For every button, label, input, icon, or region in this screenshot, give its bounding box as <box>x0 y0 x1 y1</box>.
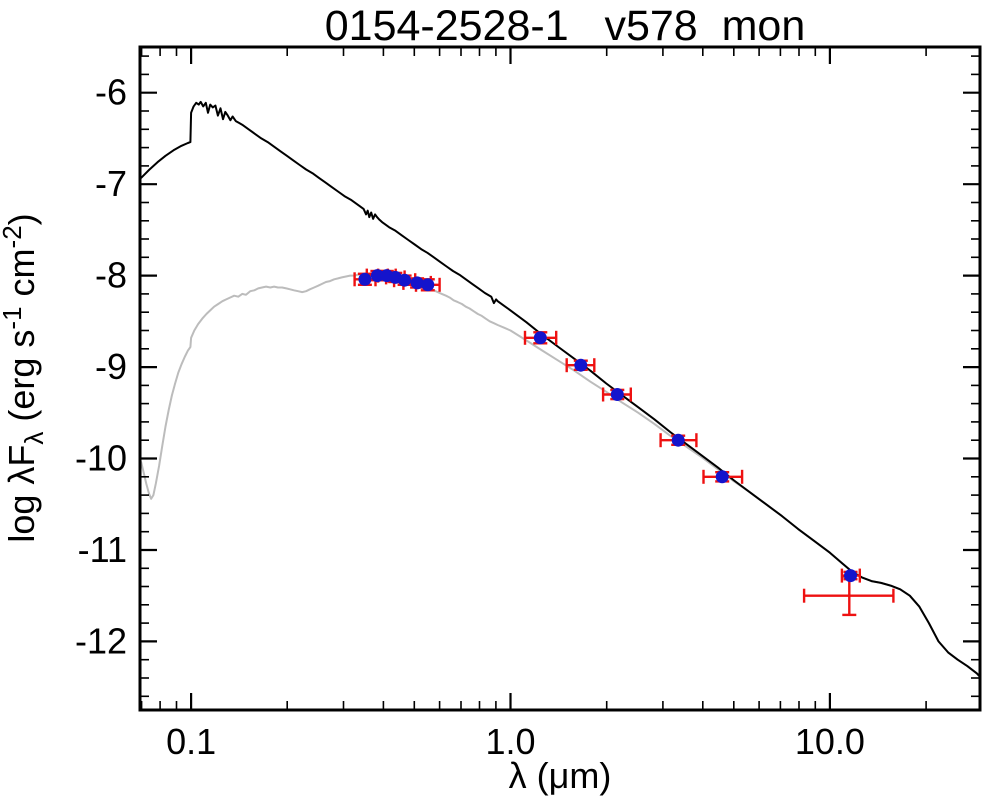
x-tick-label: 0.1 <box>166 721 216 762</box>
photometry-point <box>398 273 412 287</box>
photometry-error-bars <box>353 268 895 617</box>
photometry-point <box>610 388 624 401</box>
photometry-point <box>844 569 857 583</box>
photometry-point <box>715 470 729 484</box>
y-tick-label: -11 <box>78 529 127 570</box>
photometry-point <box>358 272 372 286</box>
x-axis-label: λ (μm) <box>509 755 612 796</box>
x-tick-label: 1.0 <box>485 721 535 762</box>
photometry-point <box>421 278 435 292</box>
stellar-model-curve <box>140 100 981 678</box>
photometry-point <box>410 276 424 290</box>
chart-title: 0154-2528-1 v578_mon <box>325 2 806 50</box>
y-axis-label: log λFλ (erg s-1 cm-2) <box>0 213 49 542</box>
axes-frame <box>138 45 982 712</box>
y-tick-label: -8 <box>95 255 127 296</box>
y-tick-label: -7 <box>95 163 127 204</box>
photometry-point <box>671 433 685 447</box>
photometry-point <box>574 358 588 372</box>
y-tick-label: -9 <box>95 346 127 387</box>
photometry-point <box>533 331 547 345</box>
x-tick-labels: 0.1 1.0 10.0 <box>166 721 865 762</box>
y-tick-label: -12 <box>75 620 127 661</box>
photometry-points <box>358 269 857 583</box>
x-tick-label: 10.0 <box>795 721 865 762</box>
y-tick-label: -6 <box>95 72 127 113</box>
plot-layers: 0.1 1.0 10.0 -6 -7 -8 -9 -10 -11 -12 <box>75 45 982 762</box>
y-tick-labels: -6 -7 -8 -9 -10 -11 -12 <box>75 72 127 662</box>
photometry-point <box>370 269 384 283</box>
y-tick-label: -10 <box>75 438 127 479</box>
